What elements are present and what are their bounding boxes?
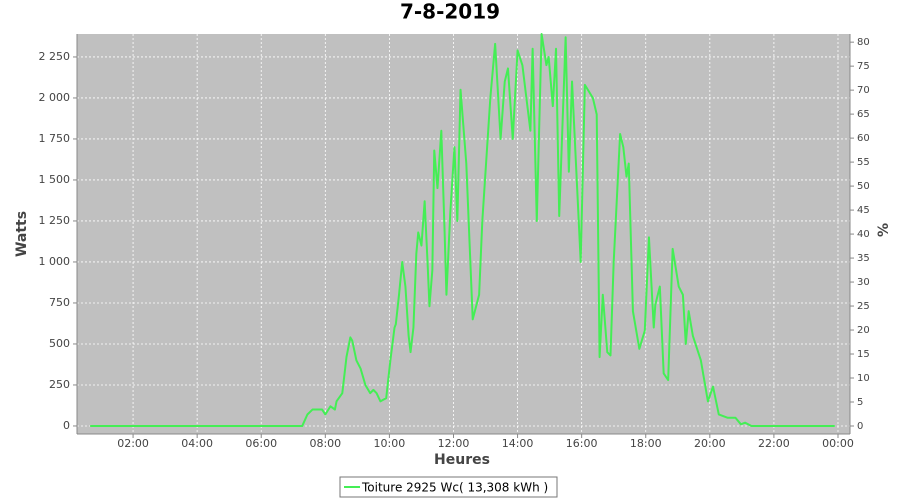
y2-tick-label: 75: [857, 61, 870, 72]
y-tick-label: 1 000: [39, 255, 71, 268]
y2-tick-label: 25: [857, 301, 870, 312]
x-tick-label: 00:00: [822, 437, 854, 450]
y2-tick-label: 10: [857, 373, 870, 384]
x-tick-label: 08:00: [309, 437, 341, 450]
y2-tick-label: 50: [857, 181, 870, 192]
y2-tick-label: 5: [857, 397, 863, 408]
x-axis-label: Heures: [434, 452, 490, 468]
y2-tick-label: 20: [857, 325, 870, 336]
y2-tick-label: 30: [857, 277, 870, 288]
y2-tick-label: 80: [857, 37, 870, 48]
x-tick-label: 12:00: [438, 437, 470, 450]
x-tick-label: 10:00: [374, 437, 406, 450]
y-tick-label: 2 000: [39, 91, 71, 104]
plot-background: [77, 34, 850, 434]
y-tick-label: 1 250: [39, 214, 71, 227]
x-tick-label: 22:00: [758, 437, 790, 450]
y2-tick-label: 35: [857, 253, 870, 264]
y2-tick-label: 65: [857, 109, 870, 120]
y2-tick-label: 15: [857, 349, 870, 360]
y-axis-label: Watts: [14, 211, 30, 257]
series-line: [90, 33, 835, 427]
x-tick-label: 20:00: [694, 437, 726, 450]
legend-box: [339, 476, 558, 498]
legend-label: Toiture 2925 Wc( 13,308 kWh ): [361, 481, 548, 495]
y2-tick-label: 45: [857, 205, 870, 216]
chart-title: 7-8-2019: [400, 0, 500, 24]
x-tick-label: 16:00: [566, 437, 598, 450]
y2-axis-label: %: [876, 223, 892, 237]
y-tick-label: 1 500: [39, 173, 71, 186]
y2-tick-label: 70: [857, 85, 870, 96]
y2-tick-label: 0: [857, 421, 863, 432]
x-tick-label: 04:00: [181, 437, 213, 450]
x-tick-label: 18:00: [630, 437, 662, 450]
y-tick-label: 2 250: [39, 50, 71, 63]
y2-tick-label: 60: [857, 133, 870, 144]
y-tick-label: 0: [63, 419, 70, 432]
y2-tick-label: 55: [857, 157, 870, 168]
y2-tick-label: 40: [857, 229, 870, 240]
x-tick-label: 06:00: [245, 437, 277, 450]
y-tick-label: 250: [49, 378, 70, 391]
y-tick-label: 500: [49, 337, 70, 350]
x-tick-label: 02:00: [117, 437, 149, 450]
y-tick-label: 750: [49, 296, 70, 309]
x-tick-label: 14:00: [502, 437, 534, 450]
y-tick-label: 1 750: [39, 132, 71, 145]
